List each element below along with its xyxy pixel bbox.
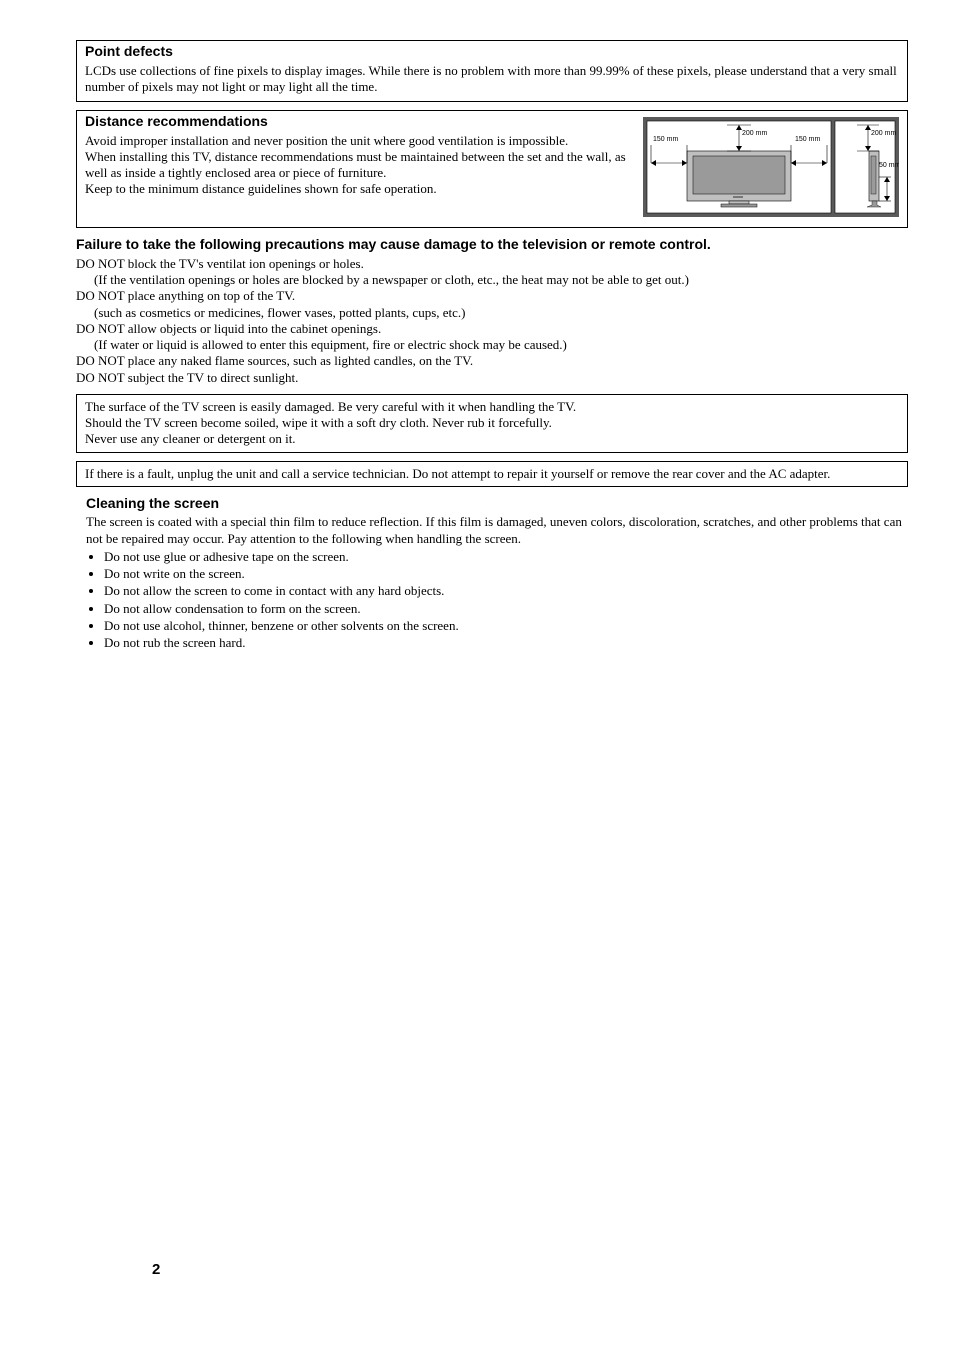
diag-right-label: 150 mm (795, 136, 820, 143)
page-number: 2 (152, 1261, 160, 1280)
cleaning-list: Do not use glue or adhesive tape on the … (86, 549, 908, 652)
precaution-line: DO NOT subject the TV to direct sunlight… (76, 370, 908, 386)
diag-left-label: 150 mm (653, 136, 678, 143)
distance-p2: When installing this TV, distance recomm… (85, 149, 631, 182)
distance-diagram: 150 mm 200 mm 150 mm 200 (643, 113, 899, 221)
cleaning-item: Do not rub the screen hard. (104, 635, 908, 651)
precautions-list: DO NOT block the TV's ventilat ion openi… (76, 256, 908, 386)
diag-side-bottom-label: 50 mm (879, 162, 899, 169)
fault-box: If there is a fault, unplug the unit and… (76, 461, 908, 487)
precaution-line: DO NOT place any naked flame sources, su… (76, 353, 908, 369)
distance-box: Distance recommendations Avoid improper … (76, 110, 908, 228)
precaution-subline: (If the ventilation openings or holes ar… (76, 272, 908, 288)
cleaning-intro: The screen is coated with a special thin… (86, 514, 908, 547)
precautions-heading: Failure to take the following precaution… (76, 236, 908, 254)
cleaning-item: Do not use glue or adhesive tape on the … (104, 549, 908, 565)
cleaning-item: Do not allow the screen to come in conta… (104, 583, 908, 599)
screen-care-l1: The surface of the TV screen is easily d… (85, 399, 899, 415)
precaution-subline: (If water or liquid is allowed to enter … (76, 337, 908, 353)
screen-care-box: The surface of the TV screen is easily d… (76, 394, 908, 453)
precaution-line: DO NOT block the TV's ventilat ion openi… (76, 256, 908, 272)
precaution-subline: (such as cosmetics or medicines, flower … (76, 305, 908, 321)
distance-p1: Avoid improper installation and never po… (85, 133, 631, 149)
cleaning-item: Do not allow condensation to form on the… (104, 601, 908, 617)
diag-side-top-label: 200 mm (871, 130, 896, 137)
point-defects-title: Point defects (85, 43, 899, 61)
cleaning-title: Cleaning the screen (86, 495, 908, 513)
point-defects-body: LCDs use collections of fine pixels to d… (85, 63, 899, 96)
screen-care-l2: Should the TV screen become soiled, wipe… (85, 415, 899, 431)
screen-care-l3: Never use any cleaner or detergent on it… (85, 431, 899, 447)
diag-top-label: 200 mm (742, 130, 767, 137)
distance-p3: Keep to the minimum distance guidelines … (85, 181, 631, 197)
precaution-line: DO NOT place anything on top of the TV. (76, 288, 908, 304)
cleaning-item: Do not use alcohol, thinner, benzene or … (104, 618, 908, 634)
distance-title: Distance recommendations (85, 113, 631, 131)
point-defects-box: Point defects LCDs use collections of fi… (76, 40, 908, 102)
precaution-line: DO NOT allow objects or liquid into the … (76, 321, 908, 337)
cleaning-item: Do not write on the screen. (104, 566, 908, 582)
